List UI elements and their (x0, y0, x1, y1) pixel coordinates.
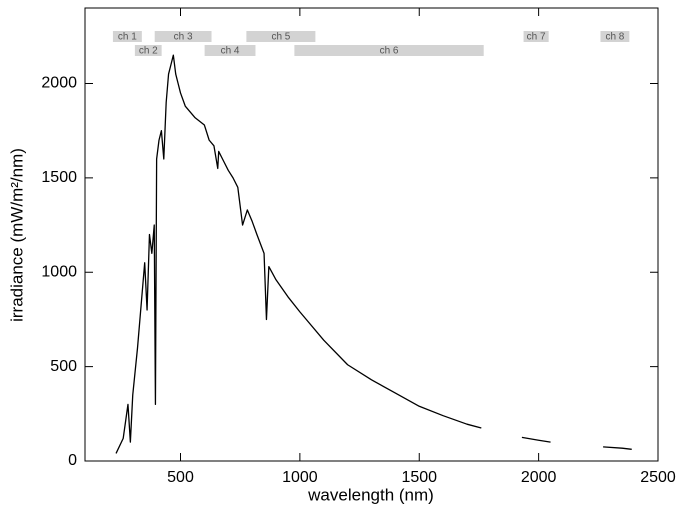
x-tick-label: 2000 (521, 469, 557, 486)
channel-label: ch 8 (605, 32, 624, 43)
channel-band (523, 31, 549, 42)
channel-band (204, 45, 256, 56)
y-tick-label: 0 (68, 452, 77, 469)
y-tick-label: 2000 (41, 75, 77, 92)
y-tick-label: 1000 (41, 263, 77, 280)
channel-label: ch 2 (139, 46, 158, 57)
spectrum-line (115, 54, 632, 454)
channel-label: ch 1 (118, 32, 137, 43)
y-tick-label: 500 (50, 358, 77, 375)
channel-band (294, 45, 484, 56)
y-axis-title: irradiance (mW/m²/nm) (7, 148, 26, 322)
channel-label: ch 7 (527, 32, 546, 43)
channel-band (134, 45, 162, 56)
channel-band (600, 31, 630, 42)
channel-band (112, 31, 142, 42)
channel-label: ch 3 (174, 32, 193, 43)
channel-band (246, 31, 316, 42)
channel-label: ch 5 (271, 32, 290, 43)
plot-frame (84, 7, 659, 462)
x-tick-label: 1000 (282, 469, 318, 486)
x-tick-label: 2500 (640, 469, 676, 486)
x-tick-label: 1500 (401, 469, 437, 486)
x-axis-title: wavelength (nm) (307, 485, 434, 504)
x-tick-label: 500 (167, 469, 194, 486)
channel-band (154, 31, 212, 42)
y-tick-label: 1500 (41, 169, 77, 186)
channel-label: ch 6 (380, 46, 399, 57)
channel-label: ch 4 (221, 46, 240, 57)
